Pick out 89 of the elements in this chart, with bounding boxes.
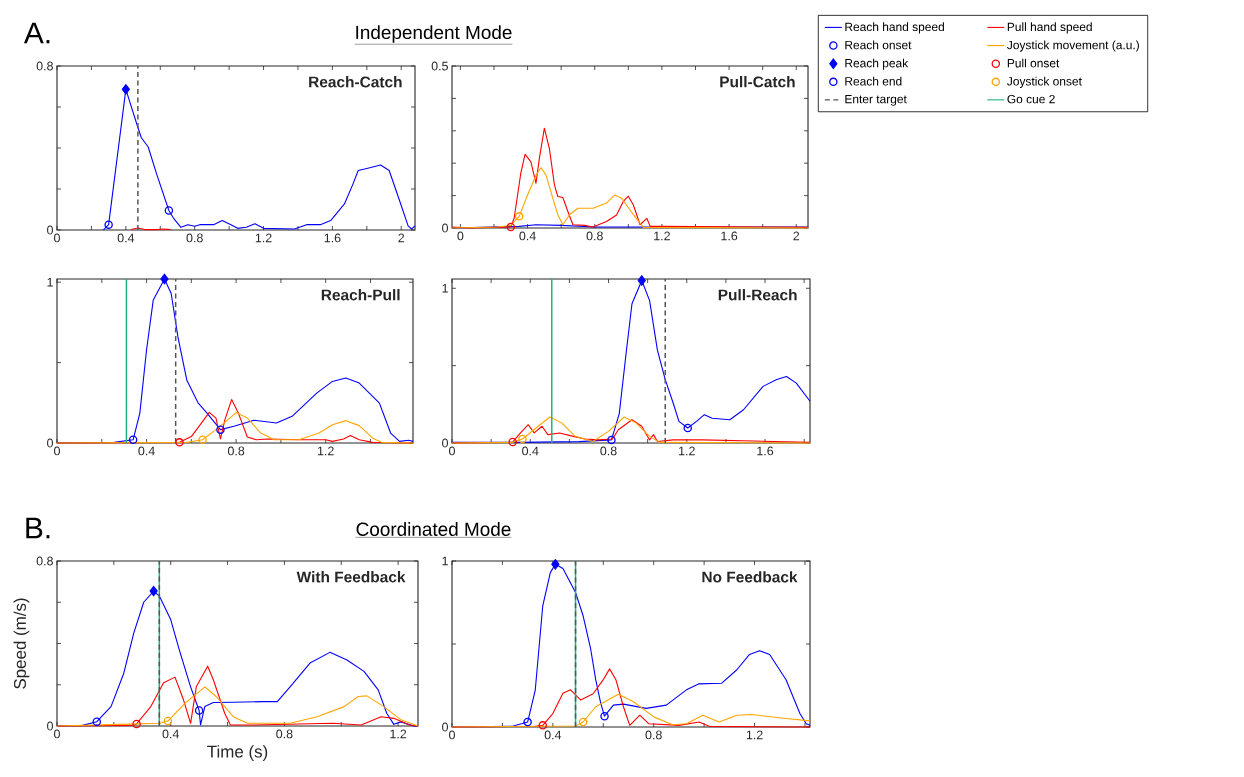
x-tick-label: 0.4 bbox=[117, 233, 135, 243]
y-tick-label: 0 bbox=[442, 438, 448, 448]
point bbox=[637, 275, 646, 286]
point bbox=[523, 717, 532, 727]
point bbox=[551, 559, 560, 570]
x-tick-label: 0.4 bbox=[519, 231, 536, 241]
x-tick-label: 1.2 bbox=[390, 729, 407, 739]
point bbox=[175, 438, 184, 447]
y-tick-label: 1 bbox=[47, 277, 53, 287]
y-tick-label: 0 bbox=[442, 722, 448, 732]
legend-label: Joystick movement (a.u.) bbox=[1007, 40, 1139, 52]
y-tick-label: 0 bbox=[47, 721, 53, 731]
x-tick-label: 0.8 bbox=[645, 730, 662, 740]
y-tick-label: 0.5 bbox=[431, 61, 448, 71]
point bbox=[132, 719, 141, 729]
x-tick-label: 0.8 bbox=[186, 233, 203, 243]
text: Reach-Catch bbox=[309, 76, 402, 88]
text: No Feedback bbox=[702, 571, 798, 583]
point bbox=[518, 434, 527, 444]
y-tick-label: 0.8 bbox=[36, 556, 53, 566]
point bbox=[600, 711, 609, 721]
text: Pull-Catch bbox=[720, 75, 795, 88]
x-axis-title: Time (s) bbox=[207, 745, 268, 761]
text: Pull-Reach bbox=[718, 289, 797, 301]
point bbox=[121, 84, 130, 95]
point bbox=[538, 721, 548, 730]
legend-label: Reach peak bbox=[845, 58, 909, 70]
x-tick-label: 0.4 bbox=[544, 730, 562, 740]
legend-label: Reach onset bbox=[845, 40, 912, 50]
y-tick-label: 1 bbox=[442, 284, 448, 293]
line-series bbox=[451, 167, 809, 229]
text: B. bbox=[26, 517, 50, 539]
point bbox=[216, 425, 225, 434]
point bbox=[578, 717, 588, 727]
x-tick-label: 0 bbox=[457, 231, 464, 241]
legend-label: Enter target bbox=[845, 94, 907, 106]
legend-label: Pull hand speed bbox=[1007, 22, 1092, 34]
x-tick-label: 0.4 bbox=[138, 446, 155, 456]
x-tick-label: 0 bbox=[54, 233, 60, 243]
x-tick-label: 0.8 bbox=[600, 446, 617, 456]
point bbox=[163, 716, 173, 726]
x-tick-label: 1.6 bbox=[757, 446, 774, 456]
point bbox=[128, 435, 138, 445]
point bbox=[508, 437, 517, 447]
text: Coordinated Mode bbox=[356, 522, 511, 536]
line-series bbox=[56, 686, 419, 727]
point bbox=[149, 585, 158, 597]
x-tick-label: 0.8 bbox=[586, 231, 603, 241]
y-tick-label: 1 bbox=[442, 556, 448, 566]
line-series bbox=[451, 693, 811, 728]
x-tick-label: 1.6 bbox=[721, 231, 738, 241]
legend-label: Go cue 2 bbox=[1007, 94, 1055, 104]
x-tick-label: 1.2 bbox=[654, 231, 670, 241]
point bbox=[104, 220, 113, 229]
x-tick-label: 0 bbox=[54, 729, 60, 739]
x-tick-label: 0 bbox=[54, 446, 60, 456]
x-tick-label: 0.4 bbox=[162, 729, 179, 739]
x-tick-label: 0 bbox=[449, 446, 455, 456]
point bbox=[160, 273, 169, 285]
point bbox=[607, 435, 616, 445]
x-tick-label: 0.4 bbox=[522, 446, 539, 456]
legend-label: Pull onset bbox=[1007, 58, 1060, 68]
y-tick-label: 0.8 bbox=[36, 61, 53, 71]
y-axis-title: Speed (m/s) bbox=[13, 598, 30, 689]
x-tick-label: 1.2 bbox=[679, 446, 695, 456]
x-tick-label: 2 bbox=[398, 233, 405, 243]
point bbox=[194, 706, 204, 715]
text: With Feedback bbox=[296, 571, 406, 583]
line-series bbox=[56, 411, 414, 444]
x-tick-label: 0.8 bbox=[276, 729, 293, 739]
x-tick-label: 0 bbox=[449, 730, 455, 740]
x-tick-label: 1.2 bbox=[255, 233, 272, 243]
x-tick-label: 2 bbox=[793, 231, 800, 241]
point bbox=[198, 435, 207, 445]
y-tick-label: 0 bbox=[47, 438, 53, 448]
text: A. bbox=[23, 22, 50, 44]
point bbox=[92, 717, 102, 726]
x-tick-label: 0.8 bbox=[227, 446, 245, 456]
legend-label: Joystick onset bbox=[1007, 76, 1082, 88]
x-tick-label: 1.2 bbox=[317, 446, 334, 456]
legend-label: Reach end bbox=[845, 76, 902, 86]
y-tick-label: 0 bbox=[442, 223, 448, 233]
text: Reach-Pull bbox=[321, 289, 400, 301]
text: Independent Mode bbox=[356, 25, 512, 43]
x-tick-label: 1.2 bbox=[746, 730, 763, 740]
x-tick-label: 1.6 bbox=[324, 233, 341, 243]
point bbox=[683, 423, 692, 433]
point bbox=[164, 206, 174, 215]
legend-label: Reach hand speed bbox=[845, 22, 944, 34]
